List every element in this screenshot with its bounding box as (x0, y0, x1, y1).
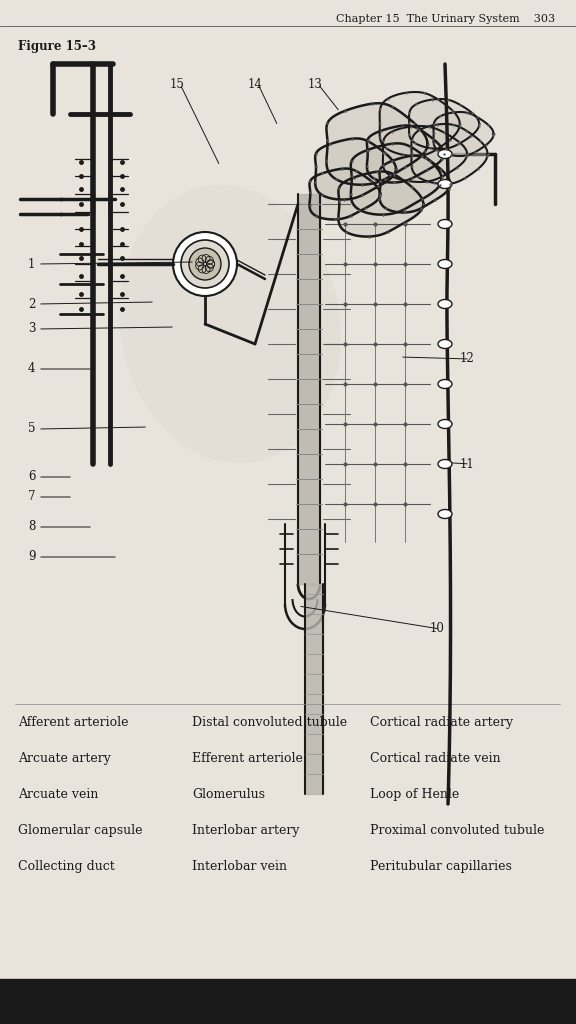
Text: Figure 15–3: Figure 15–3 (18, 40, 96, 53)
Ellipse shape (438, 420, 452, 428)
Ellipse shape (119, 184, 341, 463)
Text: Chapter 15  The Urinary System    303: Chapter 15 The Urinary System 303 (336, 14, 555, 24)
Ellipse shape (438, 299, 452, 308)
Text: 3: 3 (28, 323, 36, 336)
Text: 12: 12 (460, 352, 475, 366)
Text: 2: 2 (28, 298, 35, 310)
Text: Loop of Henle: Loop of Henle (370, 788, 459, 801)
Text: Peritubular capillaries: Peritubular capillaries (370, 860, 512, 873)
Ellipse shape (438, 460, 452, 469)
Text: 13: 13 (308, 78, 323, 90)
Polygon shape (409, 99, 479, 150)
Text: Cortical radiate vein: Cortical radiate vein (370, 752, 501, 765)
Text: 7: 7 (28, 490, 36, 504)
Ellipse shape (438, 179, 452, 188)
Ellipse shape (438, 259, 452, 268)
Polygon shape (383, 126, 467, 182)
Polygon shape (339, 171, 423, 237)
Text: Proximal convoluted tubule: Proximal convoluted tubule (370, 824, 544, 837)
Polygon shape (380, 92, 460, 156)
Text: Arcuate artery: Arcuate artery (18, 752, 111, 765)
Text: Distal convoluted tubule: Distal convoluted tubule (192, 716, 347, 729)
Text: 14: 14 (248, 78, 263, 90)
Text: 8: 8 (28, 520, 35, 534)
Text: Arcuate vein: Arcuate vein (18, 788, 98, 801)
Circle shape (181, 240, 229, 288)
Circle shape (173, 232, 237, 296)
Text: Cortical radiate artery: Cortical radiate artery (370, 716, 513, 729)
Polygon shape (434, 112, 494, 156)
Text: Glomerulus: Glomerulus (192, 788, 265, 801)
Circle shape (189, 248, 221, 280)
Text: 1: 1 (28, 257, 35, 270)
Ellipse shape (438, 340, 452, 348)
Polygon shape (327, 103, 427, 184)
Polygon shape (309, 169, 380, 219)
Ellipse shape (438, 219, 452, 228)
Ellipse shape (438, 150, 452, 159)
Text: 11: 11 (460, 458, 475, 470)
Text: 6: 6 (28, 470, 36, 483)
Polygon shape (367, 126, 444, 182)
Polygon shape (411, 124, 487, 184)
Text: Interlobar vein: Interlobar vein (192, 860, 287, 873)
Text: Collecting duct: Collecting duct (18, 860, 115, 873)
Text: Efferent arteriole: Efferent arteriole (192, 752, 303, 765)
Text: Afferent arteriole: Afferent arteriole (18, 716, 128, 729)
Polygon shape (351, 143, 442, 215)
Text: Interlobar artery: Interlobar artery (192, 824, 300, 837)
Text: Glomerular capsule: Glomerular capsule (18, 824, 142, 837)
Ellipse shape (438, 510, 452, 518)
Text: 4: 4 (28, 362, 36, 376)
Text: 5: 5 (28, 423, 36, 435)
Text: 10: 10 (430, 623, 445, 636)
Polygon shape (315, 138, 396, 200)
Text: 15: 15 (170, 78, 185, 90)
Polygon shape (380, 156, 450, 213)
Text: 9: 9 (28, 551, 36, 563)
Ellipse shape (438, 380, 452, 388)
